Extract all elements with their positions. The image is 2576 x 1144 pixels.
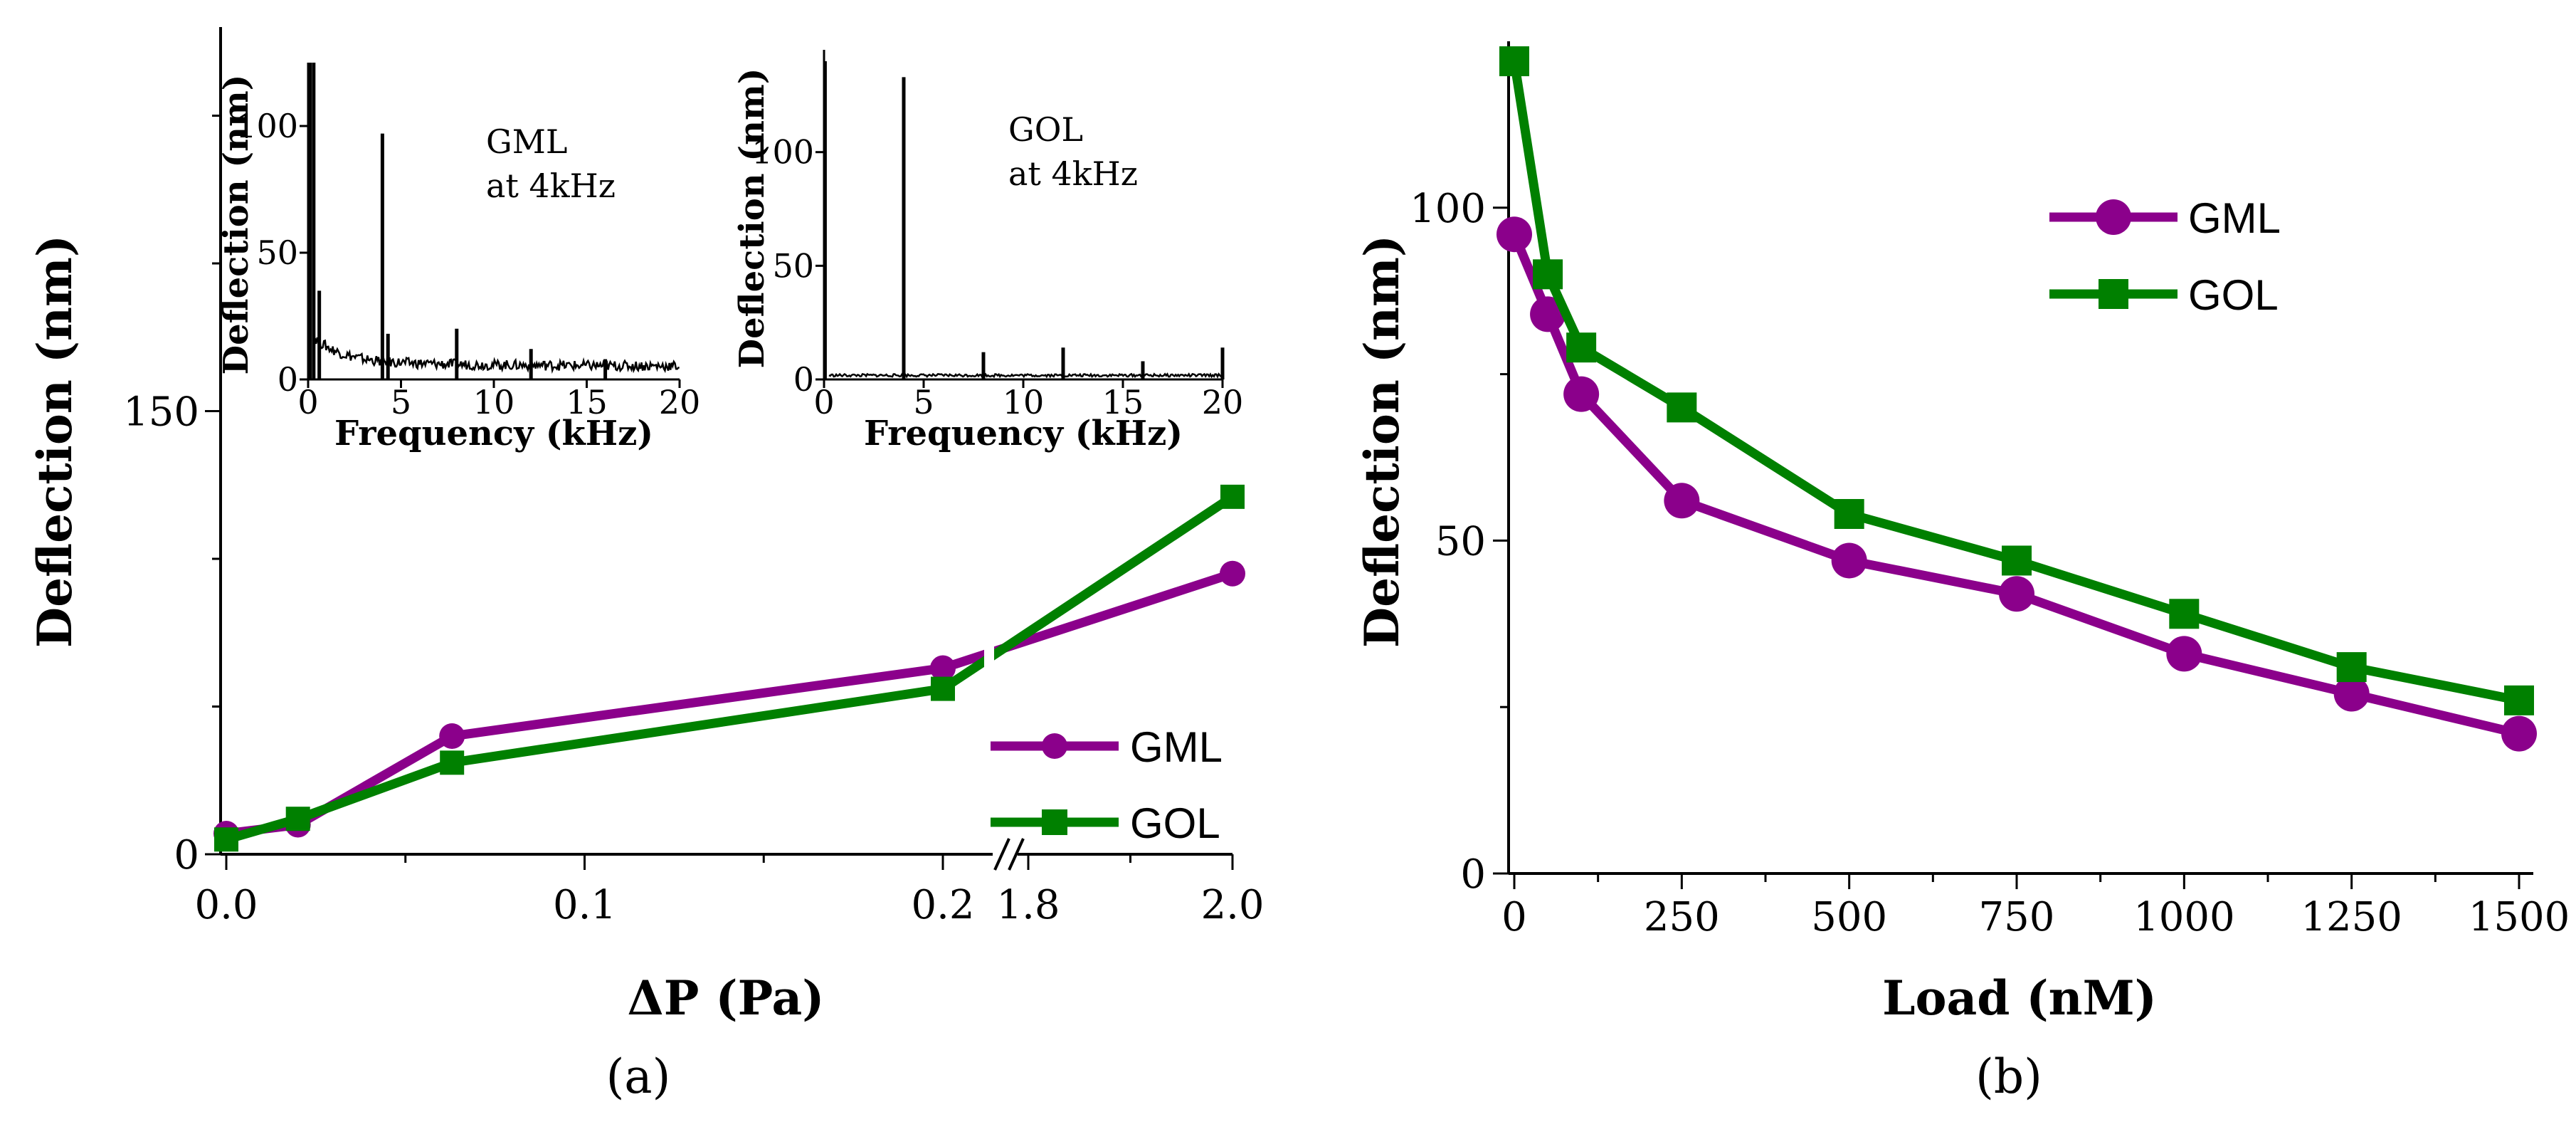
panel-b-point-gml — [2333, 676, 2370, 712]
inset-gol-annotation-line2: at 4kHz — [1008, 154, 1138, 193]
panel-b-point-gol — [1834, 498, 1864, 529]
panel-b-legend-marker-gol — [2099, 279, 2128, 309]
panel-b-point-gml — [2501, 715, 2537, 752]
inset-gol-y-tick-label: 0 — [793, 360, 814, 399]
panel-b-x-tick-label: 250 — [1644, 894, 1720, 940]
inset-gml-x-tick-label: 5 — [391, 383, 411, 421]
inset-gml-x-tick-label: 15 — [566, 383, 608, 421]
panel-a-y-tick-label: 0 — [174, 832, 199, 878]
panel-b-point-gml — [1530, 296, 1566, 332]
panel-b-point-gml — [1999, 576, 2034, 612]
panel-b-y-axis-title: Deflection (nm) — [1354, 235, 1410, 648]
panel-a-axis-break-mark — [993, 838, 1010, 871]
panel-a-point-gml — [930, 655, 956, 681]
panel-b-point-gol — [2336, 652, 2367, 683]
panel-b-x-tick-label: 0 — [1501, 894, 1527, 940]
panel-b-point-gml — [1664, 483, 1700, 519]
panel-b-point-gml — [2166, 636, 2202, 672]
panel-b-x-axis-title: Load (nM) — [1882, 970, 2157, 1026]
panel-a-point-gml — [439, 723, 465, 749]
panel-a-x-tick-label: 1.8 — [996, 882, 1060, 928]
panel-b-point-gml — [1563, 376, 1600, 412]
panel-a-point-gol — [285, 807, 310, 831]
panel-a-x-tick-label: 0.0 — [194, 882, 258, 928]
panel-a-point-gol — [440, 750, 465, 775]
panel-b-legend-label: GML — [2188, 194, 2281, 242]
panel-a-legend-label: GOL — [1130, 799, 1220, 847]
panel-a-point-gol — [1220, 484, 1245, 509]
panel-a-legend-label: GML — [1130, 723, 1223, 771]
panel-b-legend-label: GOL — [2188, 271, 2279, 319]
inset-gml-y-tick-label: 100 — [236, 107, 298, 145]
panel-a-legend-marker-gol — [1042, 809, 1067, 835]
inset-gol-x-tick-label: 15 — [1102, 383, 1144, 421]
panel-a-series-line-gol — [225, 493, 1235, 844]
panel-a-x-tick-label: 0.1 — [553, 882, 616, 928]
inset-gol-x-tick-label: 5 — [913, 383, 934, 421]
inset-gol-x-tick-label: 10 — [1003, 383, 1045, 421]
inset-gol-x-tick-label: 0 — [813, 383, 834, 421]
panel-b-point-gol — [1667, 392, 1697, 423]
panel-b-y-tick-label: 100 — [1410, 186, 1486, 232]
panel-b-x-tick-label: 750 — [1979, 894, 2055, 940]
inset-gol-x-axis-title: Frequency (kHz) — [864, 414, 1183, 453]
inset-gol-y-tick-label: 100 — [751, 133, 814, 172]
inset-gol-x-tick-label: 20 — [1202, 383, 1244, 421]
panel-b-point-gml — [1496, 216, 1532, 253]
panel-b-x-tick-label: 1250 — [2301, 894, 2402, 940]
panel-b-point-gol — [2002, 545, 2032, 576]
inset-gml-annotation-line1: GML — [486, 122, 567, 161]
inset-gml-x-tick-label: 20 — [659, 383, 701, 421]
inset-gml-x-axis-title: Frequency (kHz) — [334, 414, 653, 453]
panel-b-label: (b) — [1975, 1049, 2042, 1104]
panel-a-y-axis-title: Deflection (nm) — [27, 235, 83, 648]
panel-a-axis-break-mark — [1008, 838, 1025, 871]
inset-gml-spectrum-trace — [312, 336, 680, 374]
panel-b-x-tick-label: 1500 — [2469, 894, 2570, 940]
panel-b-point-gml — [1831, 542, 1867, 579]
panel-a-y-tick-label: 150 — [123, 389, 199, 436]
panel-b-point-gol — [2169, 599, 2200, 629]
inset-gol-spectrum-trace — [828, 372, 1223, 379]
inset-gml-annotation-line2: at 4kHz — [486, 167, 616, 205]
inset-gol-annotation-line1: GOL — [1008, 110, 1083, 149]
panel-a-x-tick-label: 0.2 — [911, 882, 974, 928]
panel-b-x-tick-label: 500 — [1811, 894, 1887, 940]
panel-b-y-tick-label: 50 — [1435, 518, 1486, 565]
panel-b-point-gol — [2504, 685, 2534, 715]
panel-b-series-line-gml — [1510, 232, 2520, 738]
panel-b-point-gol — [1533, 259, 1563, 290]
panel-b-point-gol — [1566, 332, 1597, 363]
panel-b-x-tick-label: 1000 — [2133, 894, 2235, 940]
panel-a-legend-marker-gml — [1042, 733, 1067, 759]
panel-a-line-break-gap — [984, 626, 994, 669]
inset-gol-y-axis-title: Deflection (nm) — [732, 68, 772, 369]
panel-b-point-gol — [1499, 46, 1529, 77]
panel-b-y-tick-label: 0 — [1460, 851, 1486, 898]
inset-gml-x-tick-label: 10 — [473, 383, 515, 421]
inset-gml-x-tick-label: 0 — [297, 383, 318, 421]
panel-a-point-gol — [931, 676, 955, 701]
inset-gml-y-tick-label: 50 — [256, 233, 298, 272]
inset-gol-y-tick-label: 50 — [772, 246, 814, 285]
panel-a-point-gml — [1220, 560, 1245, 587]
inset-gml-y-tick-label: 0 — [278, 360, 298, 399]
panel-a-x-axis-title: ΔP (Pa) — [628, 970, 825, 1026]
panel-a-label: (a) — [606, 1049, 671, 1104]
panel-a-x-tick-label: 2.0 — [1200, 882, 1264, 928]
panel-b-legend-marker-gml — [2096, 199, 2131, 235]
panel-a-point-gol — [214, 827, 238, 852]
inset-gml-y-axis-title: Deflection (nm) — [216, 75, 256, 375]
